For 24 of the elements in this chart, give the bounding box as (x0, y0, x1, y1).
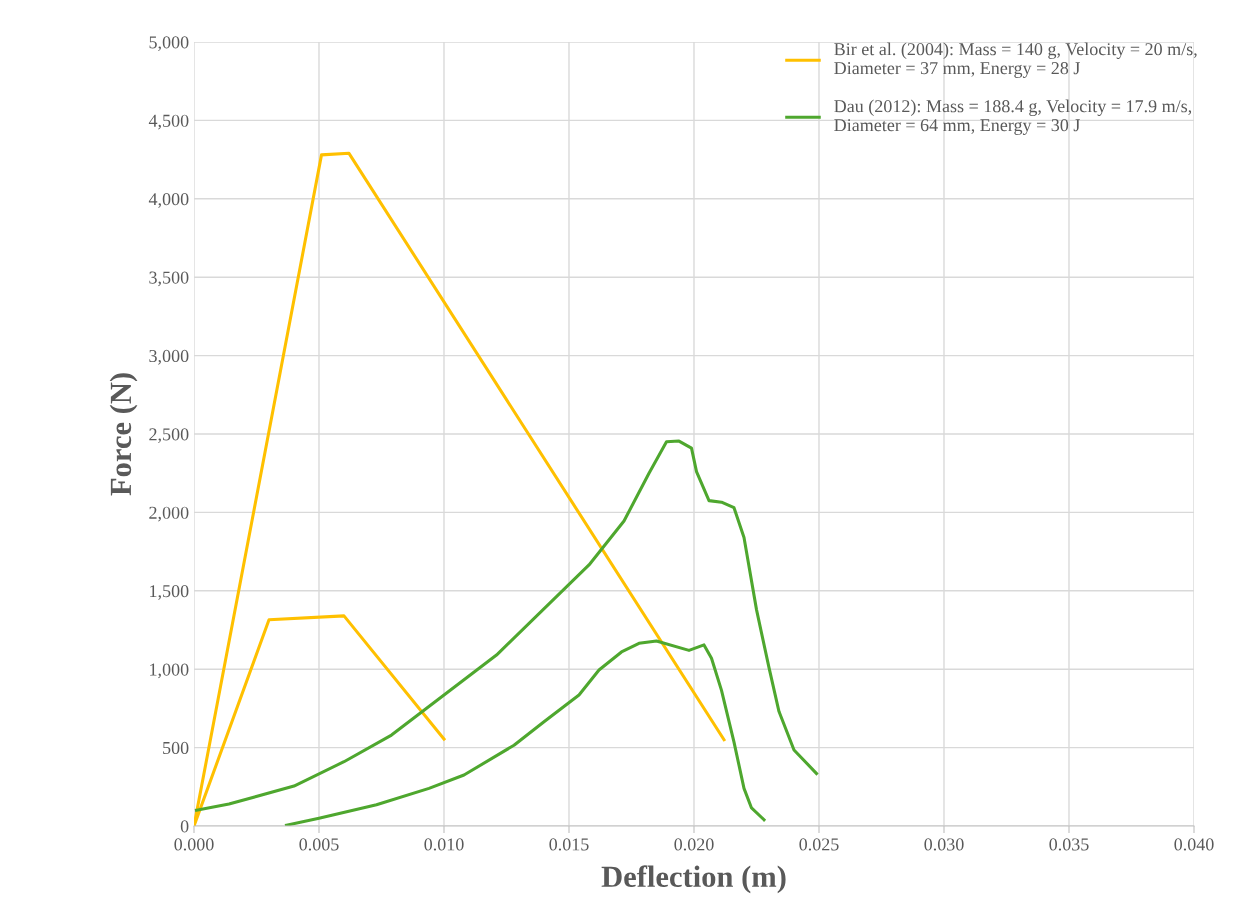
y-tick-label: 2,500 (149, 428, 189, 444)
y-tick-label: 1,500 (150, 585, 189, 600)
y-tick-label: 1,000 (150, 663, 189, 679)
y-tick-label: 0 (180, 820, 189, 833)
x-tick-label: 0.000 (174, 838, 214, 851)
legend-label: Bir et al. (2004): Mass = 140 g, Velocity = 20 m/s, Diameter = 37 mm, Energy = 28 J (834, 42, 1197, 78)
x-tick-label: 0.020 (674, 838, 714, 851)
x-axis-title: Deflection (m) (601, 865, 786, 894)
y-tick-label: 4,500 (148, 114, 189, 130)
x-tick-label: 0.025 (799, 838, 839, 851)
x-tick-label: 0.015 (549, 838, 589, 851)
legend-label: Dau (2012): Mass = 188.4 g, Velocity = 17.9 m/s, Diameter = 64 mm, Energy = 30 J (834, 99, 1192, 135)
y-tick-label: 5,000 (149, 36, 189, 52)
x-tick-label: 0.030 (924, 838, 964, 851)
x-tick-label: 0.005 (299, 838, 339, 851)
y-tick-label: 3,000 (149, 349, 189, 365)
y-tick-label: 500 (163, 741, 189, 755)
y-axis-title: Force (N) (109, 373, 138, 496)
y-tick-label: 2,000 (149, 506, 189, 522)
x-tick-label: 0.035 (1049, 838, 1089, 851)
x-tick-label: 0.040 (1174, 838, 1214, 851)
y-tick-label: 3,500 (149, 271, 189, 287)
x-tick-label: 0.010 (424, 838, 464, 851)
y-tick-label: 4,000 (148, 193, 189, 208)
